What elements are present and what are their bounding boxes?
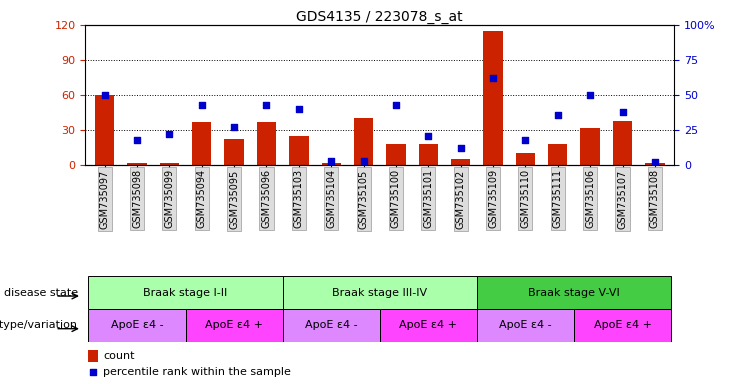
Bar (477, 276, 671, 309)
Point (228, 124, 240, 130)
Text: ApoE ε4 +: ApoE ε4 + (205, 320, 263, 331)
Text: Braak stage V-VI: Braak stage V-VI (528, 288, 619, 298)
Bar (613, 121, 632, 165)
Point (358, 158, 370, 164)
Bar (88, 350, 99, 362)
Text: ApoE ε4 +: ApoE ε4 + (594, 320, 651, 331)
Text: Braak stage I-II: Braak stage I-II (144, 288, 227, 298)
Text: ApoE ε4 +: ApoE ε4 + (399, 320, 457, 331)
Bar (159, 163, 179, 165)
Text: genotype/variation: genotype/variation (0, 320, 78, 331)
Text: Braak stage III-IV: Braak stage III-IV (332, 288, 428, 298)
Text: count: count (103, 351, 134, 361)
Point (584, 92, 596, 98)
Text: disease state: disease state (4, 288, 78, 298)
Bar (95, 95, 114, 165)
Bar (354, 118, 373, 165)
Point (617, 109, 628, 115)
Bar (289, 136, 308, 165)
Point (552, 112, 564, 118)
Point (261, 102, 273, 108)
Bar (379, 309, 477, 342)
Text: ApoE ε4 -: ApoE ε4 - (499, 320, 552, 331)
Point (487, 75, 499, 81)
Bar (477, 309, 574, 342)
Bar (322, 163, 341, 165)
Bar (192, 122, 211, 165)
Point (87, 369, 99, 375)
Point (164, 131, 176, 137)
Bar (257, 122, 276, 165)
Bar (516, 154, 535, 165)
Point (99, 92, 110, 98)
Point (131, 137, 143, 143)
Bar (419, 144, 438, 165)
Bar (127, 163, 147, 165)
Bar (483, 31, 502, 165)
Title: GDS4135 / 223078_s_at: GDS4135 / 223078_s_at (296, 10, 463, 24)
Bar (451, 159, 471, 165)
Point (649, 159, 661, 166)
Point (422, 132, 434, 139)
Bar (574, 309, 671, 342)
Bar (282, 309, 379, 342)
Bar (225, 139, 244, 165)
Point (455, 145, 467, 151)
Bar (282, 276, 477, 309)
Text: ApoE ε4 -: ApoE ε4 - (305, 320, 357, 331)
Bar (548, 144, 568, 165)
Bar (88, 309, 185, 342)
Point (293, 106, 305, 112)
Point (519, 137, 531, 143)
Point (196, 102, 207, 108)
Bar (88, 276, 282, 309)
Point (390, 102, 402, 108)
Bar (386, 144, 405, 165)
Bar (580, 128, 600, 165)
Bar (645, 163, 665, 165)
Bar (185, 309, 282, 342)
Text: ApoE ε4 -: ApoE ε4 - (110, 320, 163, 331)
Point (325, 158, 337, 164)
Text: percentile rank within the sample: percentile rank within the sample (103, 366, 290, 377)
